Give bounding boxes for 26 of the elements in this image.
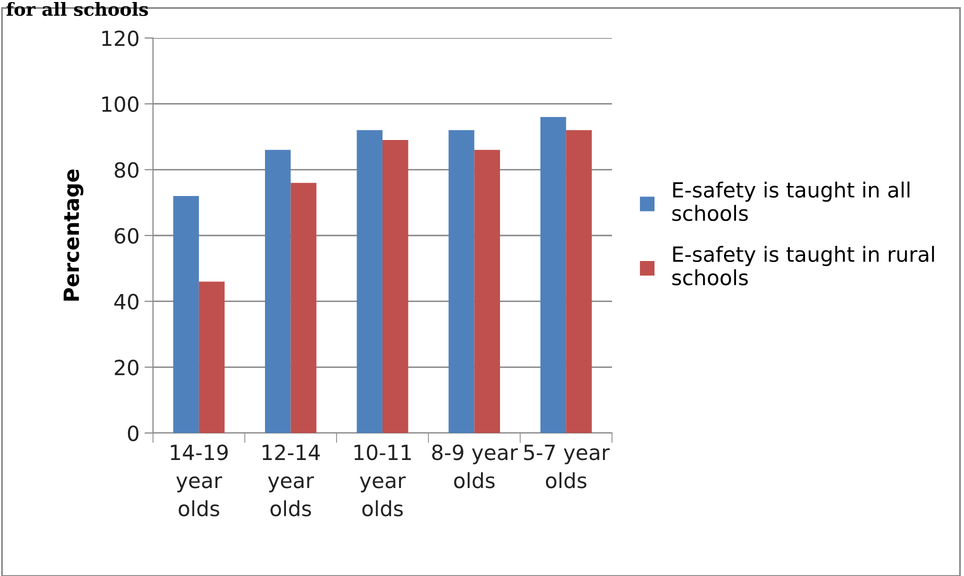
text: for all schools	[6, 2, 148, 16]
bar	[264, 150, 291, 433]
bar	[448, 130, 474, 433]
x-tick-label: 8-9 year olds	[432, 444, 518, 488]
bar	[290, 182, 316, 433]
x-tick-label: 12-14 year olds	[262, 444, 320, 516]
x-tick-label: 10-11 year olds	[354, 444, 411, 516]
y-tick-label: 0	[128, 425, 138, 442]
x-tick-label: 14-19 year olds	[170, 444, 228, 516]
y-tick-label: 120	[102, 30, 138, 46]
legend-label: E-safety is taught in rural schools	[672, 246, 934, 286]
bar	[566, 130, 592, 433]
y-axis-title: Percentage	[64, 169, 84, 301]
y-tick-label: 20	[114, 360, 138, 376]
bar	[474, 150, 500, 433]
x-tick-label: 5-7 year olds	[524, 444, 610, 488]
bar	[198, 282, 225, 433]
bar	[356, 130, 382, 433]
bar	[540, 117, 566, 433]
bar	[173, 196, 199, 433]
y-tick-label: 100	[102, 96, 138, 112]
y-tick-label: 80	[114, 162, 138, 178]
y-tick-label: 60	[114, 228, 138, 244]
bar	[382, 140, 408, 433]
legend-label: E-safety is taught in all schools	[672, 182, 910, 222]
y-tick-label: 40	[114, 294, 138, 310]
